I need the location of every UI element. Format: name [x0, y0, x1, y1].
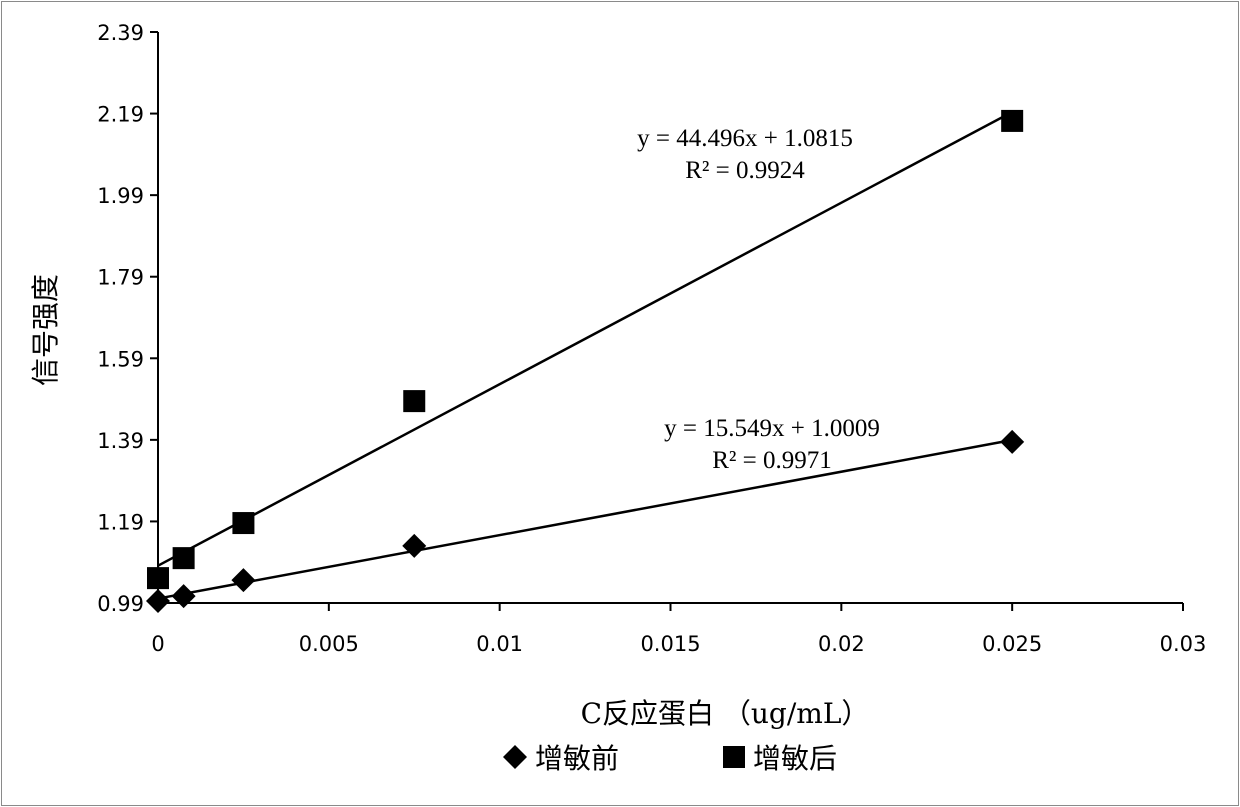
x-tick-label: 0.015: [640, 632, 700, 656]
y-tick-label: 1.19: [97, 510, 144, 534]
y-tick-label: 2.39: [97, 21, 144, 45]
trendline-after: [158, 112, 1012, 566]
trendline-equation-before: y = 15.549x + 1.0009: [664, 415, 880, 442]
data-point-square: [1001, 110, 1023, 132]
x-tick-label: 0.01: [476, 632, 523, 656]
trendline-r2-after: R² = 0.9924: [685, 157, 805, 184]
x-tick-label: 0.025: [982, 632, 1042, 656]
scatter-chart: 0.99 1.19 1.39 1.59 1.79 1.99 2.19 2.39 0 0.005 0.…: [0, 0, 1240, 807]
chart-container: 0.99 1.19 1.39 1.59 1.79 1.99 2.19 2.39 0 0.005 0.…: [0, 0, 1240, 807]
data-point-diamond: [146, 589, 170, 613]
y-axis-label: 信号强度: [29, 274, 62, 386]
data-point-square: [173, 547, 195, 569]
legend-diamond-icon: [503, 745, 527, 769]
data-point-diamond: [402, 534, 426, 558]
x-tick-label: 0.005: [299, 632, 359, 656]
y-tick-label: 1.59: [97, 347, 144, 371]
legend: 增敏前 增敏后: [503, 742, 837, 775]
y-tick-label: 1.39: [97, 429, 144, 453]
data-point-square: [403, 390, 425, 412]
data-point-diamond: [172, 584, 196, 608]
data-point-diamond: [231, 568, 255, 592]
data-point-diamond: [1000, 430, 1024, 454]
x-tick-label: 0: [151, 632, 164, 656]
legend-square-icon: [723, 746, 745, 768]
legend-label-after: 增敏后: [753, 742, 837, 775]
y-tick-label: 1.99: [97, 184, 144, 208]
x-axis-label: C反应蛋白 （ug/mL）: [581, 697, 870, 730]
trendline-before: [158, 440, 1012, 599]
data-point-square: [147, 567, 169, 589]
trendline-equation-after: y = 44.496x + 1.0815: [637, 125, 853, 152]
legend-label-before: 增敏前: [535, 742, 619, 775]
x-tick-label: 0.02: [818, 632, 865, 656]
y-tick-label: 1.79: [97, 266, 144, 290]
trendline-r2-before: R² = 0.9971: [712, 447, 832, 474]
x-tick-label: 0.03: [1160, 632, 1207, 656]
y-tick-label: 2.19: [97, 103, 144, 127]
y-tick-label: 0.99: [97, 592, 144, 616]
data-point-square: [232, 512, 254, 534]
